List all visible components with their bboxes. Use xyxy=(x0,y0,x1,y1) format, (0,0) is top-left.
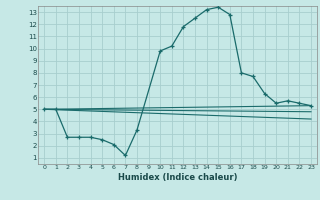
X-axis label: Humidex (Indice chaleur): Humidex (Indice chaleur) xyxy=(118,173,237,182)
